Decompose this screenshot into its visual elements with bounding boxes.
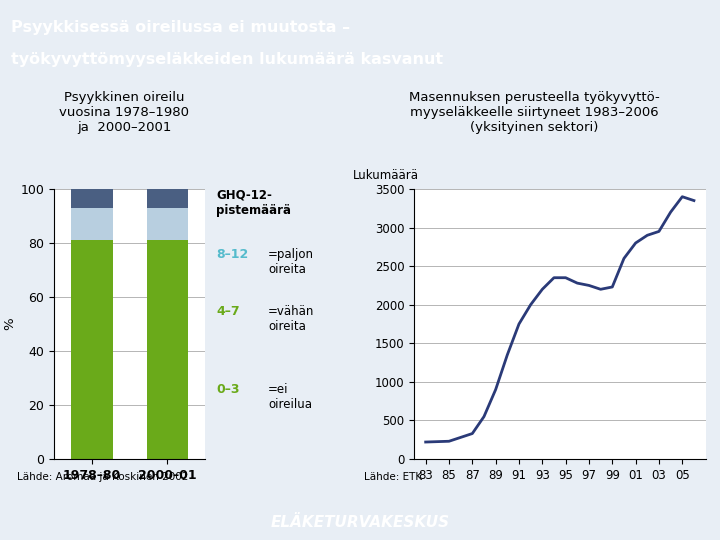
Text: ELÄKETURVAKESKUS: ELÄKETURVAKESKUS: [271, 515, 449, 530]
Bar: [147, 240, 188, 459]
Bar: [147, 208, 188, 240]
Bar: [147, 189, 188, 208]
Text: 0–3: 0–3: [216, 383, 240, 396]
Text: Lukumäärä: Lukumäärä: [353, 169, 419, 182]
Text: Lähde: Aromaa ja Koskinen 2002: Lähde: Aromaa ja Koskinen 2002: [17, 472, 189, 482]
Text: 8–12: 8–12: [216, 248, 248, 261]
Text: Lähde: ETK: Lähde: ETK: [364, 472, 422, 482]
Text: Masennuksen perusteella työkyvyttö-
myyseläkkeelle siirtyneet 1983–2006
(yksityi: Masennuksen perusteella työkyvyttö- myys…: [409, 91, 660, 134]
Bar: [71, 208, 112, 240]
Text: työkyvyttömyyseläkkeiden lukumäärä kasvanut: työkyvyttömyyseläkkeiden lukumäärä kasva…: [11, 52, 443, 68]
Text: =paljon
oireita: =paljon oireita: [268, 248, 314, 276]
Bar: [71, 189, 112, 208]
Bar: [71, 240, 112, 459]
Text: Psyykkinen oireilu
vuosina 1978–1980
ja  2000–2001: Psyykkinen oireilu vuosina 1978–1980 ja …: [59, 91, 189, 134]
Text: =ei
oireilua: =ei oireilua: [268, 383, 312, 411]
Y-axis label: %: %: [3, 318, 17, 330]
Text: 4–7: 4–7: [216, 305, 240, 318]
Text: GHQ-12-
pistemäärä: GHQ-12- pistemäärä: [216, 189, 291, 217]
Text: =vähän
oireita: =vähän oireita: [268, 305, 315, 333]
Text: Psyykkisessä oireilussa ei muutosta –: Psyykkisessä oireilussa ei muutosta –: [11, 21, 350, 36]
